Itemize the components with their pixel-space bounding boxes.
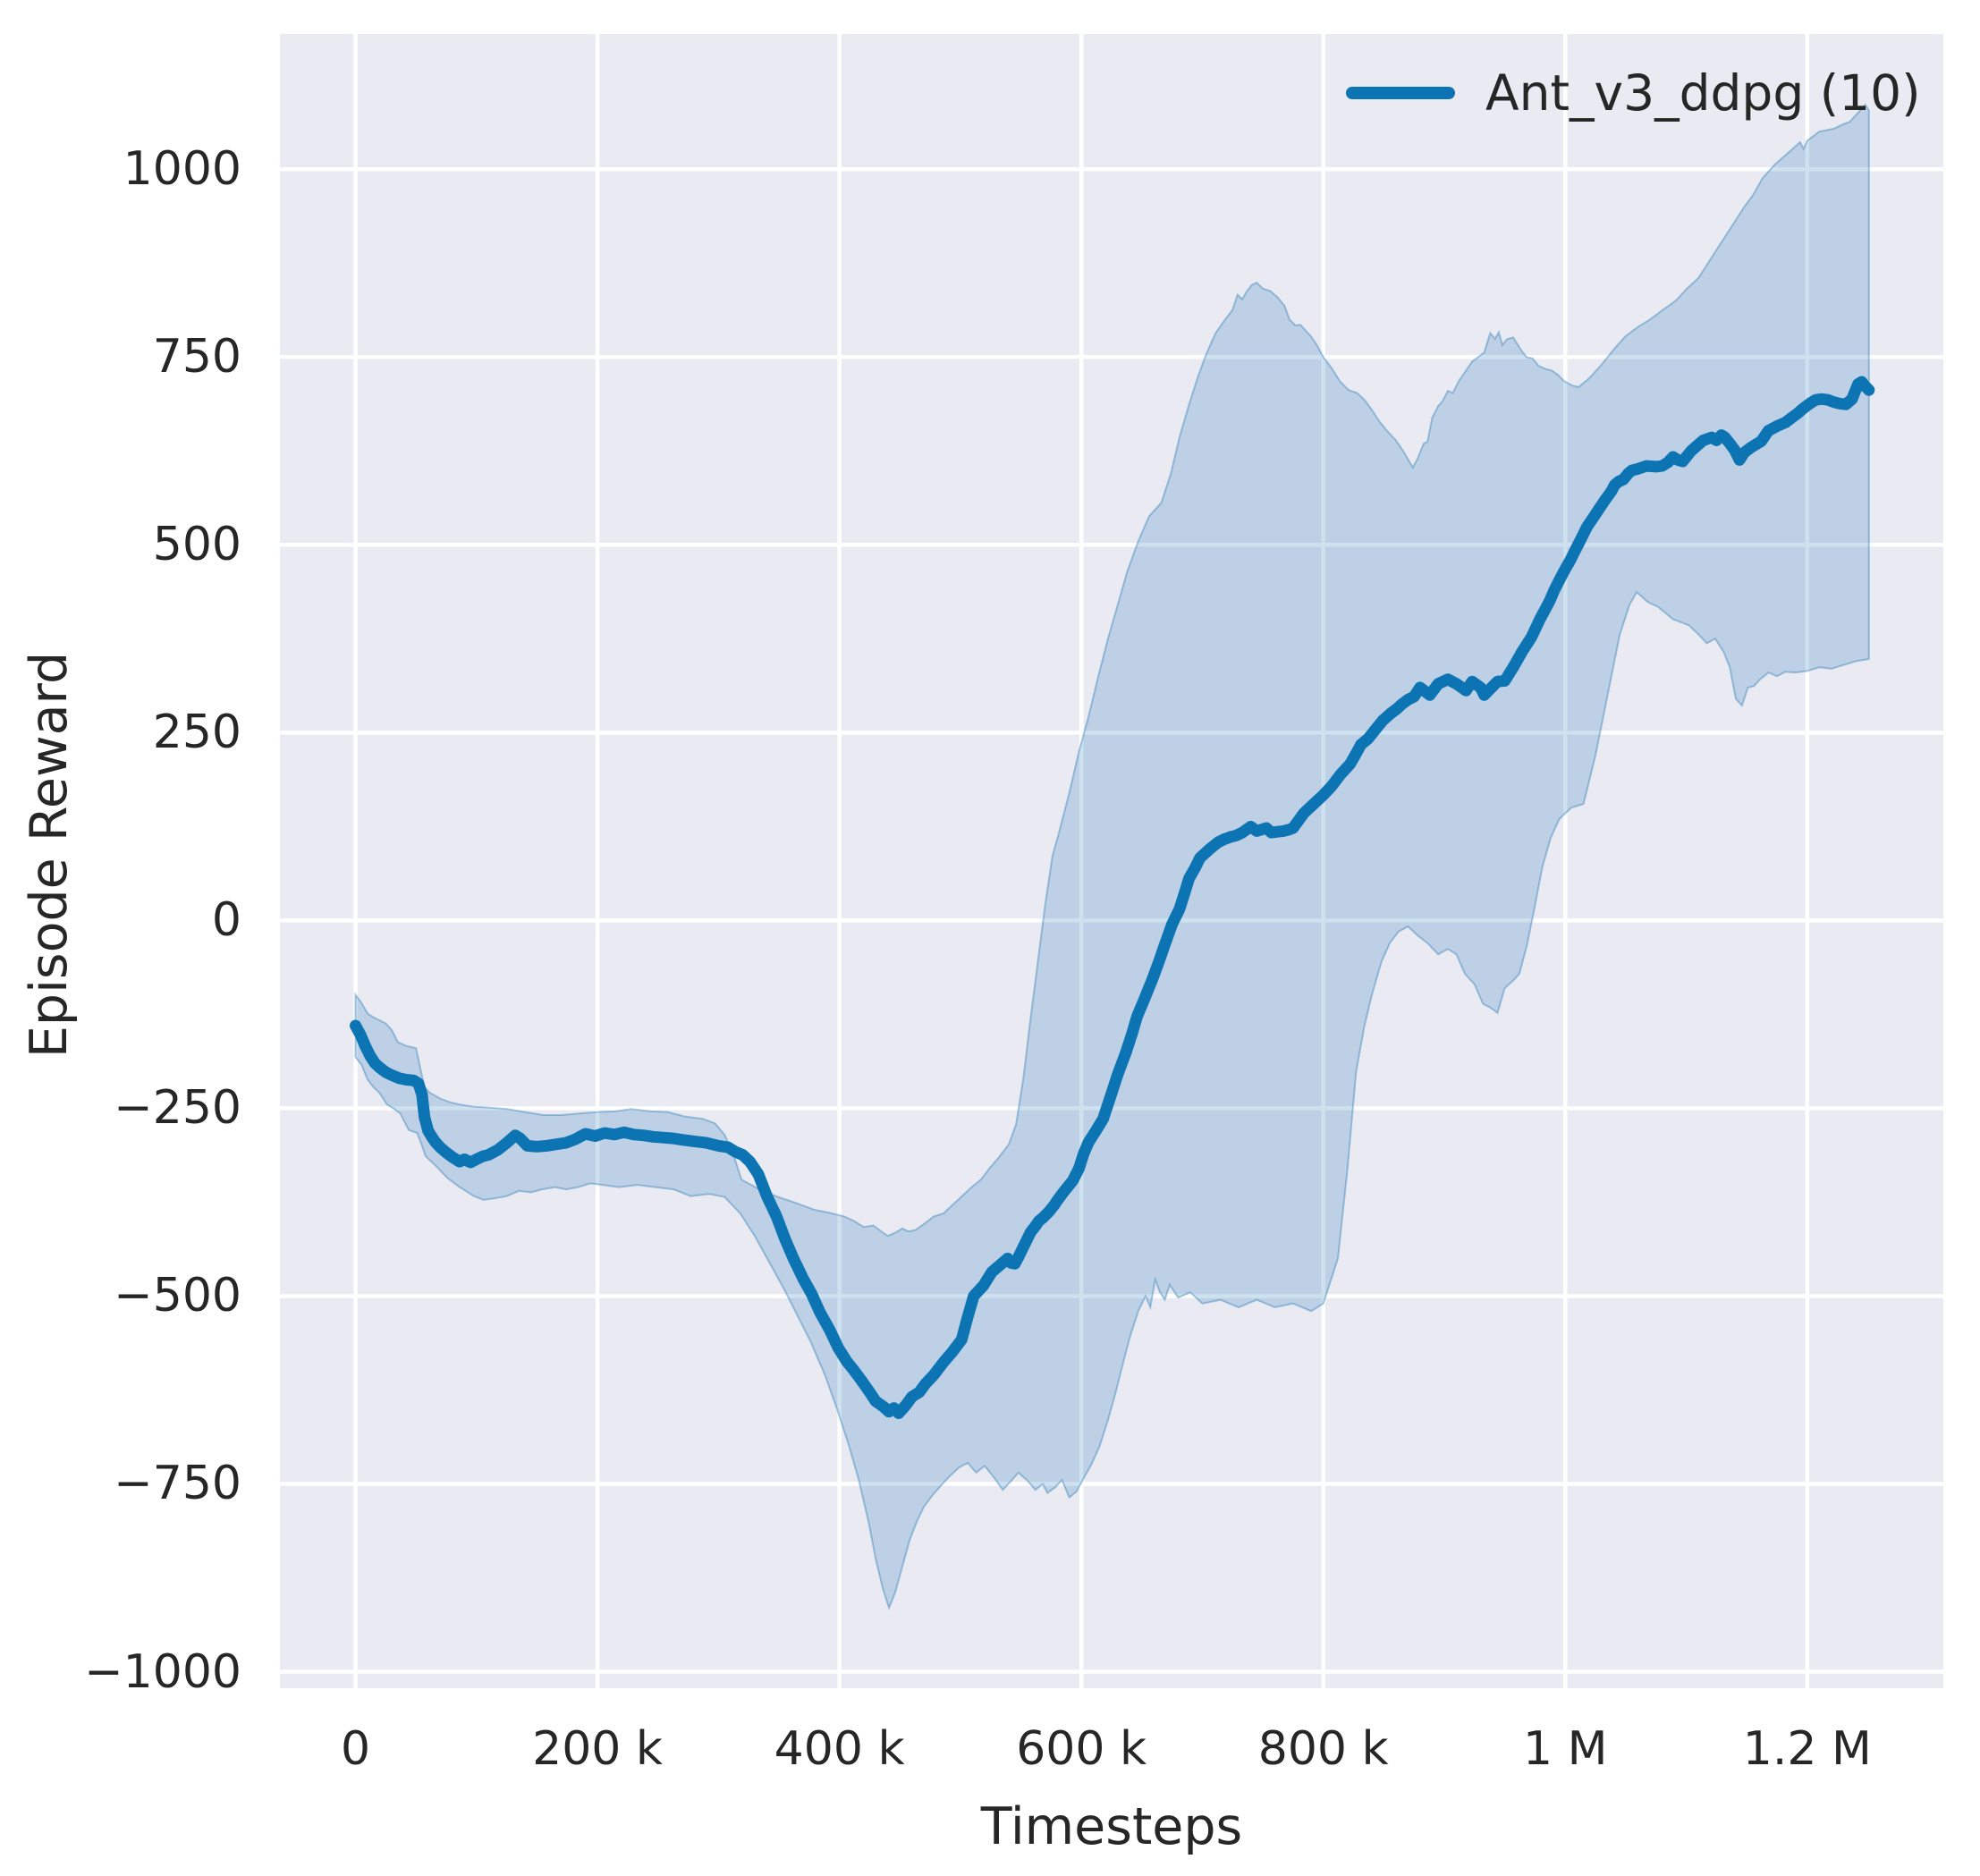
legend: Ant_v3_ddpg (10) <box>1346 64 1921 122</box>
x-axis-title: Timesteps <box>980 1797 1243 1856</box>
x-tick-label: 200 k <box>532 1722 664 1776</box>
y-tick-label: −250 <box>114 1081 241 1136</box>
x-tick-label: 1.2 M <box>1742 1722 1872 1776</box>
y-tick-label: −500 <box>114 1269 241 1323</box>
x-tick-label: 800 k <box>1257 1722 1389 1776</box>
y-tick-label: 0 <box>211 893 241 948</box>
y-tick-label: −1000 <box>84 1644 241 1699</box>
y-tick-label: 750 <box>152 330 241 384</box>
x-tick-label: 600 k <box>1016 1722 1147 1776</box>
x-tick-label: 1 M <box>1523 1722 1608 1776</box>
legend-label: Ant_v3_ddpg (10) <box>1485 64 1921 122</box>
y-axis-title: Episode Reward <box>20 651 79 1059</box>
x-tick-label: 400 k <box>774 1722 905 1776</box>
x-tick-label: 0 <box>340 1722 371 1776</box>
y-tick-label: 500 <box>152 518 241 572</box>
y-tick-label: 1000 <box>123 142 241 197</box>
y-tick-label: 250 <box>152 706 241 760</box>
y-tick-label: −750 <box>114 1457 241 1511</box>
legend-line-swatch <box>1346 87 1455 99</box>
plot-area <box>280 34 1943 1688</box>
